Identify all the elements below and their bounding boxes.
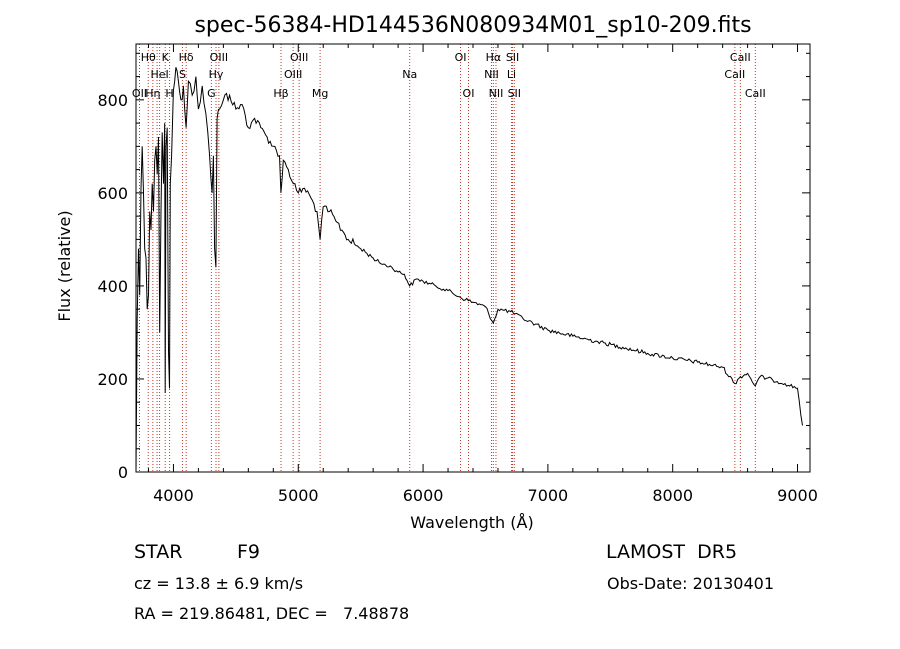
- line-marker-label: H: [165, 87, 173, 100]
- spectral-subclass: F9: [237, 541, 261, 563]
- line-marker-label: OI: [463, 87, 475, 100]
- line-marker-label: Li: [507, 68, 516, 81]
- line-marker-label: NII: [484, 68, 499, 81]
- x-axis-ticks: 4000 5000 6000 7000 8000 9000: [147, 44, 818, 505]
- y-axis-ticks: 0 200 400 600 800: [97, 52, 810, 482]
- line-marker-label: Hγ: [209, 68, 224, 81]
- line-marker-label: OI: [455, 51, 467, 64]
- spectrum-line: [135, 67, 803, 473]
- line-marker-label: Hδ: [179, 51, 194, 64]
- redshift-text: cz = 13.8 ± 6.9 km/s: [134, 574, 304, 593]
- y-tick-label: 800: [97, 91, 128, 110]
- y-tick-label: 200: [97, 370, 128, 389]
- x-axis-label: Wavelength (Å): [410, 513, 533, 532]
- line-marker-label: Mg: [312, 87, 328, 100]
- obs-date-text: Obs-Date: 20130401: [607, 574, 775, 593]
- y-tick-label: 400: [97, 277, 128, 296]
- line-marker-label: SII: [508, 87, 521, 100]
- line-markers: [138, 44, 756, 472]
- line-marker-label: NII: [489, 87, 504, 100]
- line-marker-label: Hα: [486, 51, 502, 64]
- line-marker-label: OIII: [210, 51, 228, 64]
- x-tick-label: 6000: [403, 486, 444, 505]
- survey-name: LAMOST DR5: [606, 541, 738, 563]
- line-marker-label: K: [162, 51, 170, 64]
- y-axis-label: Flux (relative): [55, 210, 74, 321]
- line-marker-labels: OIIHθHηHeIKHSHδGHγOIIIHβOIIIOIIIMgNaOIOI…: [132, 51, 766, 100]
- x-tick-label: 4000: [153, 486, 194, 505]
- x-tick-label: 5000: [278, 486, 319, 505]
- object-class: STAR: [134, 541, 183, 563]
- line-marker-label: CaII: [724, 68, 745, 81]
- line-marker-label: CaII: [730, 51, 751, 64]
- line-marker-label: HeI: [150, 68, 168, 81]
- line-marker-label: CaII: [745, 87, 766, 100]
- chart-title: spec-56384-HD144536N080934M01_sp10-209.f…: [194, 13, 751, 38]
- spectrum-series: [135, 67, 803, 473]
- line-marker-label: Hβ: [273, 87, 288, 100]
- coordinates-text: RA = 219.86481, DEC = 7.48878: [134, 604, 410, 623]
- line-marker-label: Hθ: [141, 51, 156, 64]
- y-tick-label: 600: [97, 184, 128, 203]
- line-marker-label: SII: [506, 51, 519, 64]
- x-tick-label: 9000: [777, 486, 818, 505]
- line-marker-label: Hη: [145, 87, 160, 100]
- line-marker-label: G: [207, 87, 216, 100]
- x-tick-label: 8000: [652, 486, 693, 505]
- line-marker-label: Na: [402, 68, 417, 81]
- line-marker-label: OIII: [284, 68, 302, 81]
- line-marker-label: S: [179, 68, 186, 81]
- line-marker-label: OIII: [290, 51, 308, 64]
- x-tick-label: 7000: [528, 486, 569, 505]
- y-tick-label: 0: [118, 463, 128, 482]
